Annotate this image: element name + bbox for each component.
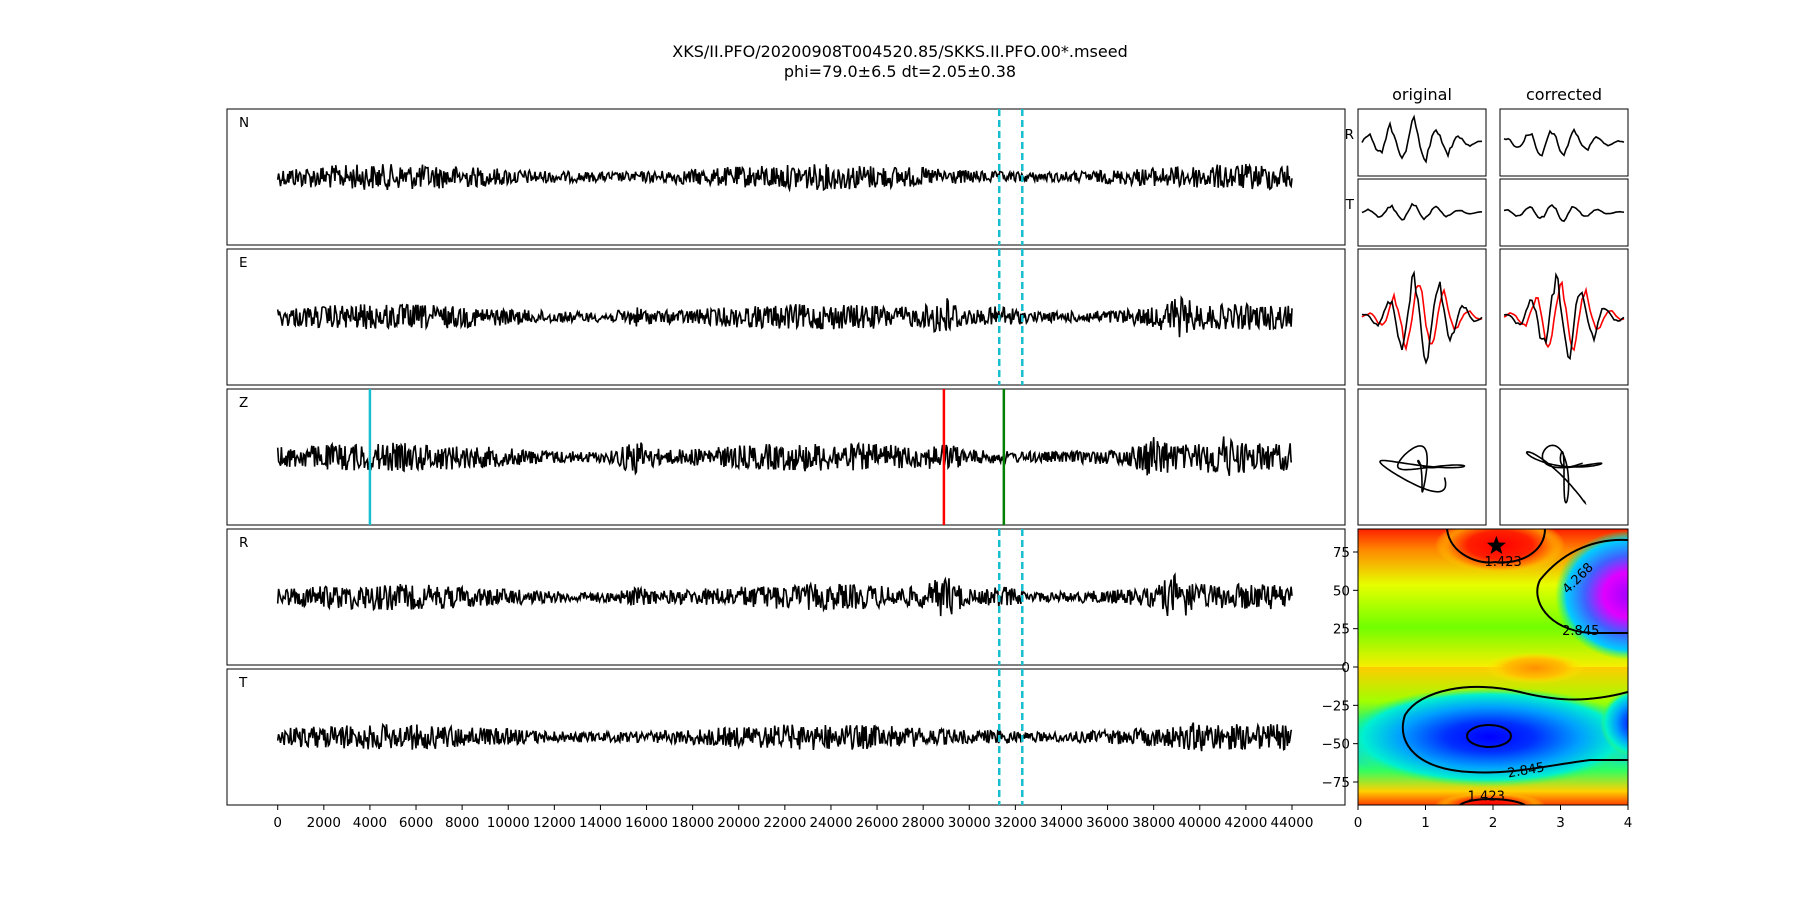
pm-panel-0-3 <box>1357 388 1487 526</box>
x-tick-label: 42000 <box>1224 815 1267 831</box>
figure-title: XKS/II.PFO/20200908T004520.85/SKKS.II.PF… <box>672 42 1127 61</box>
particle-motion-panels <box>1357 108 1629 526</box>
panel-frame <box>226 108 1346 246</box>
waveform-panel-t: T <box>226 668 1346 806</box>
seismogram-trace <box>276 572 1293 617</box>
panel-label: E <box>239 255 248 271</box>
waveform-panel-n: N <box>226 108 1346 246</box>
hm-y-tick-label: −50 <box>1322 737 1351 753</box>
pm-trace <box>1503 203 1625 223</box>
hm-x-tick-label: 0 <box>1354 815 1363 831</box>
panel-label: T <box>238 675 248 691</box>
pm-panel-0-1 <box>1357 178 1487 247</box>
hm-x-tick-label: 3 <box>1556 815 1565 831</box>
pm-trace <box>1361 114 1483 164</box>
pm-panel-1-3 <box>1499 388 1629 526</box>
pm-panel-1-1 <box>1499 178 1629 247</box>
seismogram-trace <box>276 722 1293 752</box>
x-tick-label: 40000 <box>1178 815 1221 831</box>
x-tick-label: 20000 <box>717 815 760 831</box>
x-tick-label: 4000 <box>353 815 387 831</box>
contour-label: 1.423 <box>1485 555 1522 570</box>
pm-panel-0-2 <box>1357 248 1487 386</box>
pm-frame <box>1357 108 1487 177</box>
x-tick-label: 36000 <box>1086 815 1129 831</box>
particle-motion-trace <box>1379 445 1466 493</box>
x-tick-label: 12000 <box>533 815 576 831</box>
pm-panel-1-2 <box>1499 248 1629 386</box>
waveform-panel-r: R <box>226 528 1346 666</box>
particle-motion-trace <box>1525 444 1603 506</box>
pm-panel-1-0 <box>1499 108 1629 177</box>
panel-label: N <box>239 115 249 131</box>
pm-panel-0-0 <box>1357 108 1487 177</box>
pm-trace-red <box>1361 284 1483 352</box>
figure-subtitle: phi=79.0±6.5 dt=2.05±0.38 <box>784 62 1016 81</box>
hm-y-tick-label: 0 <box>1341 660 1350 676</box>
hm-x-tick-label: 2 <box>1489 815 1498 831</box>
pm-frame <box>1357 248 1487 386</box>
x-tick-label: 32000 <box>994 815 1037 831</box>
seismogram-trace <box>276 295 1293 338</box>
waveform-panel-e: E <box>226 248 1346 386</box>
x-tick-label: 26000 <box>856 815 899 831</box>
hm-x-tick-label: 4 <box>1624 815 1633 831</box>
contour-label: 2.845 <box>1507 760 1546 781</box>
hm-x-tick-label: 1 <box>1421 815 1430 831</box>
pm-frame <box>1499 178 1629 247</box>
pm-trace <box>1361 202 1483 221</box>
column-title-corrected: corrected <box>1526 85 1602 104</box>
waveform-x-axis: 0 2000 4000 6000 8000 10000 12000 14000 16000 180… <box>273 805 1313 831</box>
pm-frame <box>1499 248 1629 386</box>
best-fit-star-marker <box>1486 535 1506 554</box>
x-tick-label: 6000 <box>399 815 433 831</box>
x-tick-label: 30000 <box>948 815 991 831</box>
panel-label: R <box>239 535 248 551</box>
hm-y-tick-label: 25 <box>1333 622 1350 638</box>
seismogram-trace <box>276 162 1293 193</box>
row-label-t: T <box>1345 197 1355 213</box>
x-tick-label: 22000 <box>763 815 806 831</box>
x-tick-label: 38000 <box>1132 815 1175 831</box>
waveform-panel-z: Z <box>226 388 1346 526</box>
hm-y-tick-label: −25 <box>1322 698 1351 714</box>
x-tick-label: 24000 <box>809 815 852 831</box>
pm-frame <box>1499 108 1629 177</box>
pm-trace-red <box>1503 280 1625 352</box>
waveform-panels: N E Z R T <box>226 108 1346 806</box>
x-tick-label: 28000 <box>902 815 945 831</box>
panel-label: Z <box>239 395 248 411</box>
hm-y-tick-label: −75 <box>1322 775 1351 791</box>
x-tick-label: 8000 <box>445 815 479 831</box>
x-tick-label: 2000 <box>307 815 341 831</box>
contour-label: 2.845 <box>1562 624 1599 639</box>
x-tick-label: 18000 <box>671 815 714 831</box>
x-tick-label: 34000 <box>1040 815 1083 831</box>
contour-label: 1.423 <box>1468 789 1505 804</box>
error-surface-axes: 0 1 2 3 4 75 50 25 0 −25 −50 −75 <box>1322 545 1633 831</box>
column-title-original: original <box>1392 85 1452 104</box>
hm-y-tick-label: 50 <box>1333 583 1350 599</box>
x-tick-label: 16000 <box>625 815 668 831</box>
seismogram-trace <box>276 436 1293 476</box>
x-tick-label: 10000 <box>487 815 530 831</box>
x-tick-label: 14000 <box>579 815 622 831</box>
pm-trace <box>1503 127 1625 157</box>
hm-y-tick-label: 75 <box>1333 545 1350 561</box>
pm-trace-black <box>1361 270 1483 365</box>
best-fit-star <box>1486 535 1506 554</box>
x-tick-label: 0 <box>273 815 282 831</box>
row-label-r: R <box>1345 127 1354 143</box>
pm-frame <box>1357 388 1487 526</box>
error-surface-heatmap <box>1357 528 1629 806</box>
x-tick-label: 44000 <box>1271 815 1314 831</box>
pm-trace-black <box>1503 271 1625 361</box>
